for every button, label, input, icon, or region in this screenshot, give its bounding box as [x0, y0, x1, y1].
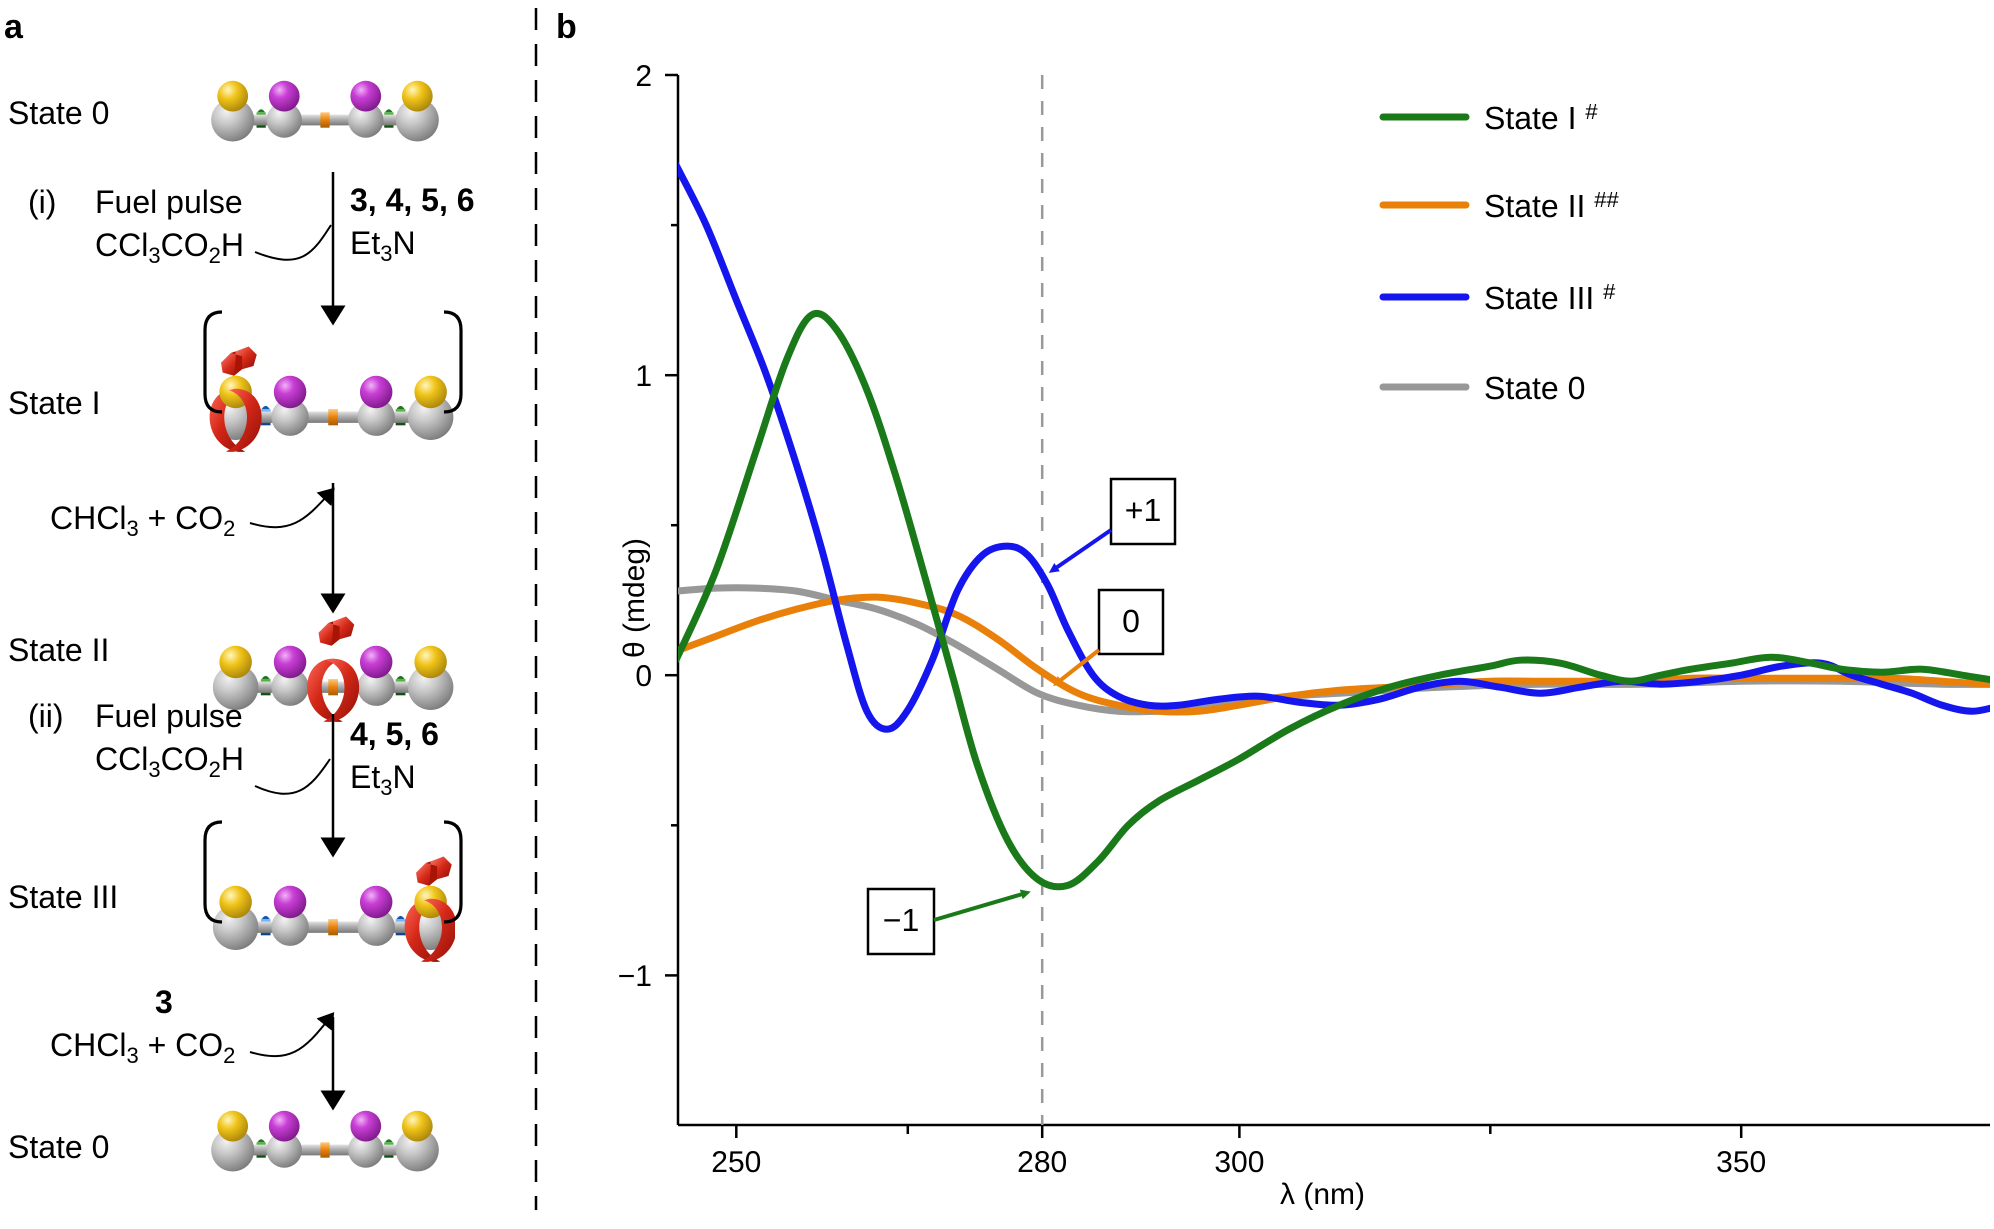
- svg-text:State 0: State 0: [1484, 370, 1585, 406]
- svg-text:350: 350: [1716, 1146, 1766, 1179]
- svg-text:−1: −1: [618, 960, 652, 993]
- svg-text:250: 250: [711, 1146, 761, 1179]
- svg-text:+1: +1: [1125, 492, 1161, 528]
- svg-text:0: 0: [635, 660, 652, 693]
- svg-text:0: 0: [1122, 603, 1140, 639]
- svg-text:300: 300: [1214, 1146, 1264, 1179]
- svg-text:State I #: State I #: [1484, 99, 1598, 136]
- svg-text:280: 280: [1017, 1146, 1067, 1179]
- svg-text:1: 1: [635, 360, 652, 393]
- svg-text:2: 2: [635, 60, 652, 93]
- svg-text:State II ##: State II ##: [1484, 187, 1620, 224]
- svg-text:State III #: State III #: [1484, 279, 1616, 316]
- svg-text:−1: −1: [883, 902, 919, 938]
